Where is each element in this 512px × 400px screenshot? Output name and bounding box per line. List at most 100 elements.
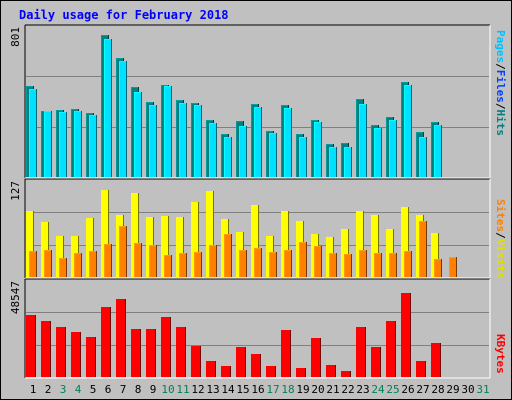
sites-bar (449, 257, 457, 277)
kbytes-bar (116, 299, 126, 377)
sites-bar (224, 234, 232, 277)
sites-bar (419, 221, 427, 277)
visits-bar (26, 211, 34, 277)
sites-bar (119, 226, 127, 277)
kbytes-bar (311, 338, 321, 377)
files-bar (119, 61, 127, 177)
day-tick-label: 4 (75, 383, 82, 396)
files-bar (104, 39, 112, 177)
sites-bar (89, 251, 97, 277)
visits-sites-legend: Sites/Visits (494, 199, 507, 279)
day-tick-label: 6 (105, 383, 112, 396)
right-legend-label: KBytes (494, 334, 507, 374)
day-tick-label: 7 (120, 383, 127, 396)
day-tick-label: 27 (416, 383, 429, 396)
day-tick-label: 10 (161, 383, 174, 396)
sites-bar (299, 242, 307, 277)
files-bar (404, 85, 412, 177)
visits-bar (131, 193, 139, 277)
day-tick-label: 13 (206, 383, 219, 396)
day-tick-label: 18 (281, 383, 294, 396)
pages-files-hits-legend: Pages/Files/Hits (494, 30, 507, 136)
day-tick-label: 5 (90, 383, 97, 396)
kbytes-bar (206, 361, 216, 377)
kbytes-bar (71, 332, 81, 377)
files-bar (149, 105, 157, 177)
right-legend-label: / (494, 232, 507, 239)
kbytes-bar (401, 293, 411, 377)
visits-bar (176, 217, 184, 277)
kbytes-bar (251, 354, 261, 377)
visits-bar (206, 191, 214, 277)
day-tick-label: 24 (371, 383, 385, 396)
day-tick-label: 9 (150, 383, 157, 396)
kbytes-bar (146, 329, 156, 377)
kbytes-bar (26, 315, 36, 377)
day-tick-label: 31 (476, 383, 489, 396)
day-tick-label: 1 (30, 383, 37, 396)
sites-bar (239, 250, 247, 277)
kbytes-bar (176, 327, 186, 377)
sites-bar (104, 244, 112, 277)
visits-bar (101, 190, 109, 277)
day-tick-label: 16 (251, 383, 264, 396)
sites-bar (74, 253, 82, 277)
files-bar (164, 86, 172, 177)
sites-bar (149, 245, 157, 277)
visits-sites-max-label: 127 (9, 181, 22, 201)
day-tick-label: 3 (60, 383, 67, 396)
files-bar (389, 120, 397, 177)
kbytes-bar (326, 365, 336, 377)
day-tick-label: 12 (191, 383, 204, 396)
right-legend-label: / (494, 103, 507, 110)
files-bar (284, 108, 292, 177)
kbytes-bar (341, 371, 351, 377)
right-legend-label: Hits (494, 110, 507, 137)
sites-bar (194, 252, 202, 277)
files-bar (374, 128, 382, 177)
files-bar (44, 111, 52, 177)
files-bar (269, 133, 277, 177)
day-tick-label: 20 (311, 383, 324, 396)
kbytes-bar (281, 330, 291, 377)
files-bar (329, 147, 337, 177)
files-bar (209, 123, 217, 177)
visits-bar (341, 229, 349, 277)
sites-bar (359, 250, 367, 277)
kbytes-bar (41, 321, 51, 377)
kbytes-legend: KBytes (494, 334, 507, 374)
kbytes-bar (236, 347, 246, 377)
visits-bar (356, 211, 364, 277)
files-bar (74, 111, 82, 177)
sites-bar (389, 253, 397, 277)
sites-bar (29, 251, 37, 277)
kbytes-bar (386, 321, 396, 377)
files-bar (434, 125, 442, 177)
sites-bar (314, 246, 322, 277)
kbytes-bar (131, 329, 141, 377)
day-tick-label: 14 (221, 383, 235, 396)
sites-bar (344, 254, 352, 277)
sites-bar (179, 253, 187, 277)
visits-bar (431, 233, 439, 277)
files-bar (239, 126, 247, 177)
kbytes-max-label: 48547 (9, 281, 22, 314)
files-bar (359, 104, 367, 177)
sites-bar (59, 258, 67, 277)
files-bar (254, 107, 262, 177)
files-bar (224, 137, 232, 177)
kbytes-bar (356, 327, 366, 377)
kbytes-bar (296, 368, 306, 377)
kbytes-bar (221, 366, 231, 377)
sites-bar (209, 245, 217, 277)
sites-bar (269, 252, 277, 277)
right-legend-label: Sites (494, 199, 507, 232)
sites-bar (134, 243, 142, 277)
kbytes-bar (56, 327, 66, 377)
sites-bar (329, 253, 337, 277)
right-legend-label: Pages (494, 30, 507, 63)
files-bar (89, 115, 97, 177)
visits-bar (56, 236, 64, 277)
kbytes-bar (191, 346, 201, 377)
